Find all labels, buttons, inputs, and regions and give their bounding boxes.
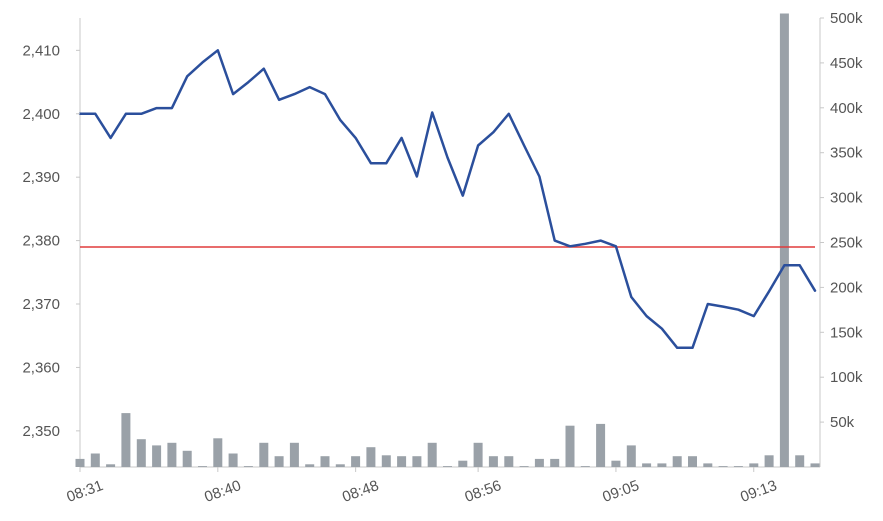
volume-tick-label: 300k: [830, 190, 863, 207]
volume-bar: [182, 450, 192, 467]
volume-tick-label: 500k: [830, 10, 863, 27]
volume-bar: [534, 458, 544, 467]
volume-bar: [381, 455, 391, 467]
volume-bar: [473, 442, 483, 467]
volume-bar: [213, 438, 223, 467]
volume-bar: [626, 445, 636, 467]
volume-bar: [580, 466, 590, 467]
time-tick-label: 09:13: [738, 477, 779, 506]
volume-bar: [810, 463, 820, 467]
volume-bar: [550, 458, 560, 467]
volume-bar: [672, 456, 682, 467]
price-line: [78, 49, 817, 350]
price-tick-label: 2,410: [22, 42, 60, 59]
price-tick-label: 2,390: [22, 169, 60, 186]
price-tick-label: 2,400: [22, 106, 60, 123]
volume-bar: [749, 463, 759, 467]
volume-tick-label: 100k: [830, 369, 863, 386]
volume-bar: [488, 456, 498, 467]
volume-bar: [703, 463, 713, 467]
volume-bar: [795, 455, 805, 467]
price-axis-ticks: 2,410 2,400 2,390 2,380 2,370 2,360 2,350: [22, 42, 80, 440]
price-tick-label: 2,360: [22, 359, 60, 376]
volume-bar: [565, 425, 575, 467]
price-tick-label: 2,370: [22, 296, 60, 313]
volume-bar: [320, 456, 330, 467]
volume-bar: [688, 456, 697, 467]
volume-bar: [642, 463, 652, 467]
volume-tick-label: 350k: [830, 145, 863, 162]
volume-bar: [274, 456, 284, 467]
volume-bar: [412, 456, 422, 467]
volume-bar: [611, 460, 621, 467]
volume-bar: [106, 464, 116, 467]
volume-bar: [427, 442, 437, 467]
volume-bar: [596, 423, 606, 467]
volume-bar: [335, 464, 345, 467]
volume-axis-ticks: 500k 450k 400k 350k 300k 250k 200k 150k 100k 50k: [820, 10, 863, 431]
volume-bar: [121, 413, 131, 467]
volume-tick-label: 200k: [830, 279, 863, 296]
volume-bar: [443, 466, 452, 467]
price-tick-label: 2,350: [22, 423, 60, 440]
volume-bar: [458, 460, 468, 467]
volume-bar: [90, 453, 100, 467]
volume-bar: [243, 466, 253, 467]
volume-tick-label: 250k: [830, 235, 863, 252]
volume-bar: [136, 439, 146, 467]
volume-bar: [152, 445, 162, 467]
volume-bar: [519, 466, 529, 467]
time-axis-ticks: 08:31 08:40 08:48 08:56 09:05 09:13: [64, 467, 779, 506]
volume-tick-label: 50k: [830, 414, 855, 431]
volume-bar: [167, 442, 177, 467]
volume-bar: [397, 456, 407, 467]
time-tick-label: 08:48: [340, 477, 381, 506]
volume-bar: [305, 464, 315, 467]
volume-bar: [289, 442, 299, 467]
volume-bars: [75, 13, 820, 467]
volume-bar: [228, 453, 238, 467]
time-tick-label: 08:31: [64, 477, 105, 506]
volume-bar: [351, 456, 361, 467]
volume-bar: [657, 463, 667, 467]
volume-bar: [764, 455, 774, 467]
volume-tick-label: 150k: [830, 324, 863, 341]
volume-tick-label: 400k: [830, 100, 863, 117]
volume-bar: [718, 466, 728, 467]
volume-tick-label: 450k: [830, 55, 863, 72]
volume-bar: [504, 456, 514, 467]
time-tick-label: 08:40: [202, 477, 243, 506]
volume-bar: [733, 466, 743, 467]
time-tick-label: 08:56: [463, 477, 504, 506]
volume-bar: [198, 466, 207, 467]
volume-bar: [259, 442, 269, 467]
volume-bar: [366, 447, 376, 467]
volume-bar: [75, 458, 85, 467]
time-tick-label: 09:05: [600, 477, 641, 506]
volume-bar: [779, 13, 789, 467]
price-tick-label: 2,380: [22, 233, 60, 250]
